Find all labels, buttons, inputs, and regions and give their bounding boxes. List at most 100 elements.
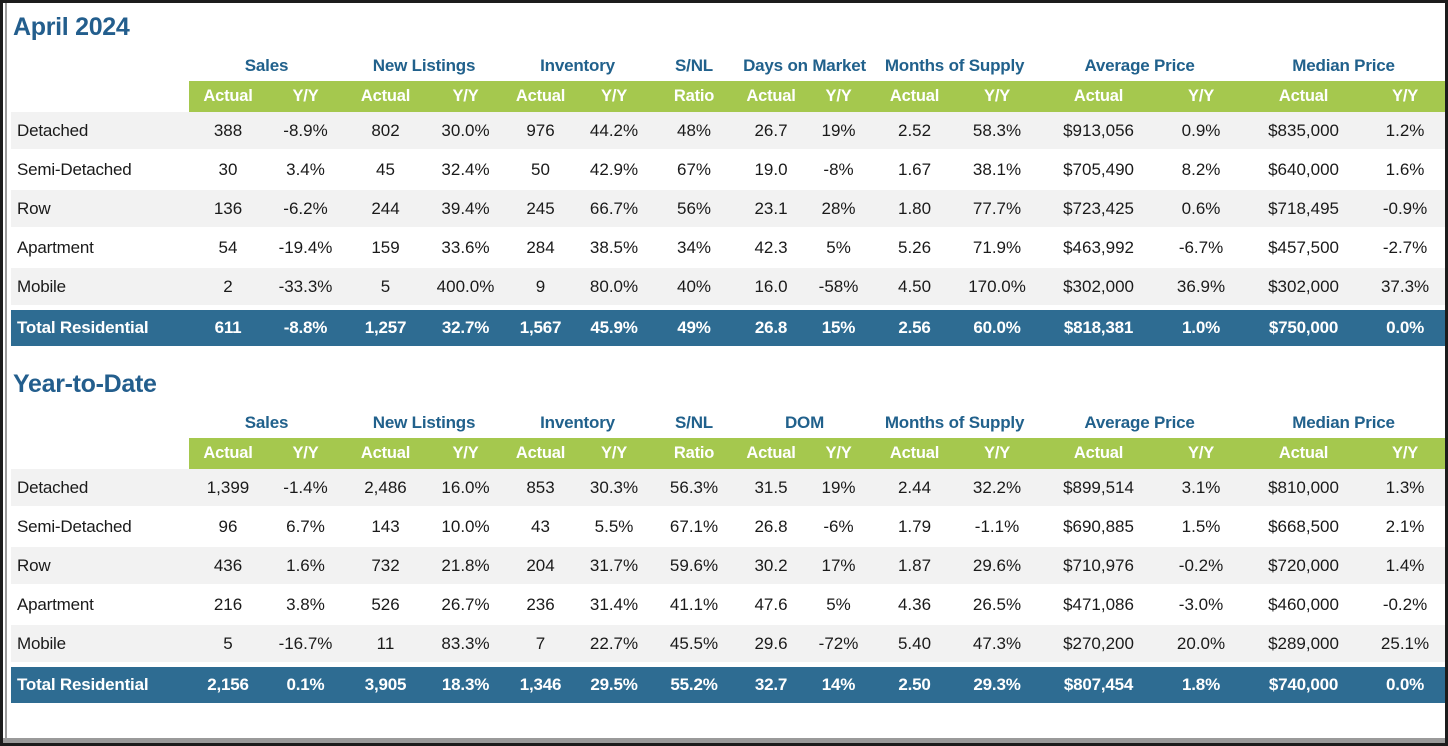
column-group-header: Months of Supply xyxy=(872,51,1038,81)
row-label: Mobile xyxy=(11,625,189,664)
data-cell: 2.44 xyxy=(872,469,958,508)
data-cell: $460,000 xyxy=(1242,586,1366,625)
data-cell: -6% xyxy=(805,508,873,547)
subheader-cell: Y/Y xyxy=(805,438,873,469)
data-cell: 1.2% xyxy=(1365,112,1446,151)
column-group-header: Average Price xyxy=(1037,51,1243,81)
total-data-cell: 0.0% xyxy=(1365,307,1446,346)
subheader-cell: Actual xyxy=(189,438,267,469)
data-cell: $718,495 xyxy=(1242,190,1366,229)
total-row-label: Total Residential xyxy=(11,307,189,346)
table-row: Semi-Detached 30 3.4% 45 32.4% 50 42.9% 67% 19.0… xyxy=(11,151,1446,190)
data-cell: 56% xyxy=(651,190,738,229)
total-data-cell: 55.2% xyxy=(651,664,738,703)
column-group-header: Sales xyxy=(189,408,344,438)
row-label: Apartment xyxy=(11,586,189,625)
total-data-cell: 3,905 xyxy=(344,664,427,703)
stats-table: Sales New Listings Inventory S/NL DOM Months … xyxy=(11,408,1446,703)
total-data-cell: 49% xyxy=(651,307,738,346)
data-cell: 2,486 xyxy=(344,469,427,508)
data-cell: 38.1% xyxy=(957,151,1038,190)
subheader-cell: Y/Y xyxy=(267,81,344,112)
subheader-cell: Y/Y xyxy=(1365,81,1446,112)
data-cell: -16.7% xyxy=(267,625,344,664)
row-label: Semi-Detached xyxy=(11,151,189,190)
data-cell: 43 xyxy=(504,508,578,547)
total-data-cell: 14% xyxy=(805,664,873,703)
total-data-cell: 1,567 xyxy=(504,307,578,346)
data-cell: 67% xyxy=(651,151,738,190)
column-group-header: S/NL xyxy=(651,51,738,81)
data-cell: 66.7% xyxy=(577,190,652,229)
subheader-cell: Y/Y xyxy=(957,438,1038,469)
data-cell: 9 xyxy=(504,268,578,307)
table-row: Mobile 2 -33.3% 5 400.0% 9 80.0% 40% 16.0 -58% 4.5… xyxy=(11,268,1446,307)
subheader-cell: Ratio xyxy=(651,81,738,112)
data-cell: 19% xyxy=(805,469,873,508)
data-cell: 3.4% xyxy=(267,151,344,190)
data-cell: 436 xyxy=(189,547,267,586)
total-data-cell: $807,454 xyxy=(1037,664,1161,703)
data-cell: 732 xyxy=(344,547,427,586)
total-data-cell: 2.56 xyxy=(872,307,958,346)
data-cell: 19.0 xyxy=(737,151,806,190)
data-cell: 48% xyxy=(651,112,738,151)
table-row: Detached 1,399 -1.4% 2,486 16.0% 853 30.3% 56.3… xyxy=(11,469,1446,508)
data-cell: 16.0 xyxy=(737,268,806,307)
row-label: Apartment xyxy=(11,229,189,268)
data-cell: 5.40 xyxy=(872,625,958,664)
data-cell: 67.1% xyxy=(651,508,738,547)
row-label: Detached xyxy=(11,469,189,508)
data-cell: 216 xyxy=(189,586,267,625)
data-cell: -1.4% xyxy=(267,469,344,508)
data-cell: 33.6% xyxy=(427,229,505,268)
data-cell: -19.4% xyxy=(267,229,344,268)
data-cell: 2.52 xyxy=(872,112,958,151)
data-cell: 39.4% xyxy=(427,190,505,229)
data-cell: 5 xyxy=(344,268,427,307)
report-body: April 2024 Sales New Listings Inventory S/NL… xyxy=(3,3,1446,703)
corner-cell xyxy=(11,81,189,112)
data-cell: -8% xyxy=(805,151,873,190)
data-cell: 29.6% xyxy=(957,547,1038,586)
column-group-header: New Listings xyxy=(344,408,505,438)
column-group-header: Inventory xyxy=(504,408,652,438)
data-cell: 54 xyxy=(189,229,267,268)
data-cell: $705,490 xyxy=(1037,151,1161,190)
data-cell: 11 xyxy=(344,625,427,664)
data-cell: $270,200 xyxy=(1037,625,1161,664)
data-cell: 45 xyxy=(344,151,427,190)
data-cell: $457,500 xyxy=(1242,229,1366,268)
data-cell: 59.6% xyxy=(651,547,738,586)
data-cell: 26.7 xyxy=(737,112,806,151)
data-cell: $913,056 xyxy=(1037,112,1161,151)
subheader-cell: Y/Y xyxy=(1160,438,1243,469)
column-group-header: Days on Market xyxy=(737,51,873,81)
subheader-cell: Actual xyxy=(1242,438,1366,469)
data-cell: -2.7% xyxy=(1365,229,1446,268)
total-data-cell: 1.8% xyxy=(1160,664,1243,703)
data-cell: 5.5% xyxy=(577,508,652,547)
data-cell: $899,514 xyxy=(1037,469,1161,508)
stats-table: Sales New Listings Inventory S/NL Days on Ma… xyxy=(11,51,1446,346)
table-section-ytd: Year-to-Date Sales New Listings Inventory S/… xyxy=(11,370,1446,703)
data-cell: -58% xyxy=(805,268,873,307)
data-cell: 19% xyxy=(805,112,873,151)
data-cell: 245 xyxy=(504,190,578,229)
data-cell: 31.5 xyxy=(737,469,806,508)
data-cell: 44.2% xyxy=(577,112,652,151)
subheader-cell: Y/Y xyxy=(427,438,505,469)
table-row: Row 436 1.6% 732 21.8% 204 31.7% 59.6% 30.2 17% 1.… xyxy=(11,547,1446,586)
subheader-cell: Actual xyxy=(189,81,267,112)
column-group-header: DOM xyxy=(737,408,873,438)
data-cell: 1.80 xyxy=(872,190,958,229)
column-group-header: New Listings xyxy=(344,51,505,81)
data-cell: 34% xyxy=(651,229,738,268)
subheader-cell: Actual xyxy=(1242,81,1366,112)
data-cell: 284 xyxy=(504,229,578,268)
data-cell: 5 xyxy=(189,625,267,664)
column-group-header-row: Sales New Listings Inventory S/NL Days on Ma… xyxy=(11,51,1446,81)
data-cell: $289,000 xyxy=(1242,625,1366,664)
data-cell: 26.7% xyxy=(427,586,505,625)
data-cell: 45.5% xyxy=(651,625,738,664)
